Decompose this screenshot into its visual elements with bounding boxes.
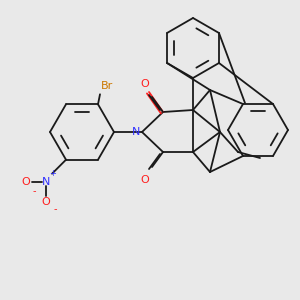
Text: +: +: [50, 169, 56, 178]
Text: O: O: [22, 177, 30, 187]
Text: N: N: [42, 177, 50, 187]
Text: N: N: [132, 127, 140, 137]
Text: -: -: [53, 204, 57, 214]
Text: O: O: [141, 175, 149, 185]
Text: Br: Br: [101, 81, 113, 91]
Text: -: -: [32, 186, 36, 196]
Text: O: O: [141, 79, 149, 89]
Text: O: O: [42, 197, 50, 207]
